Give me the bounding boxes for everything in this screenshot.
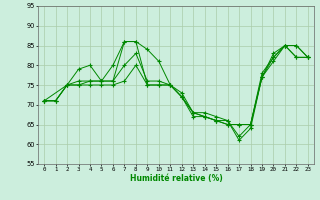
X-axis label: Humidité relative (%): Humidité relative (%) xyxy=(130,174,222,183)
